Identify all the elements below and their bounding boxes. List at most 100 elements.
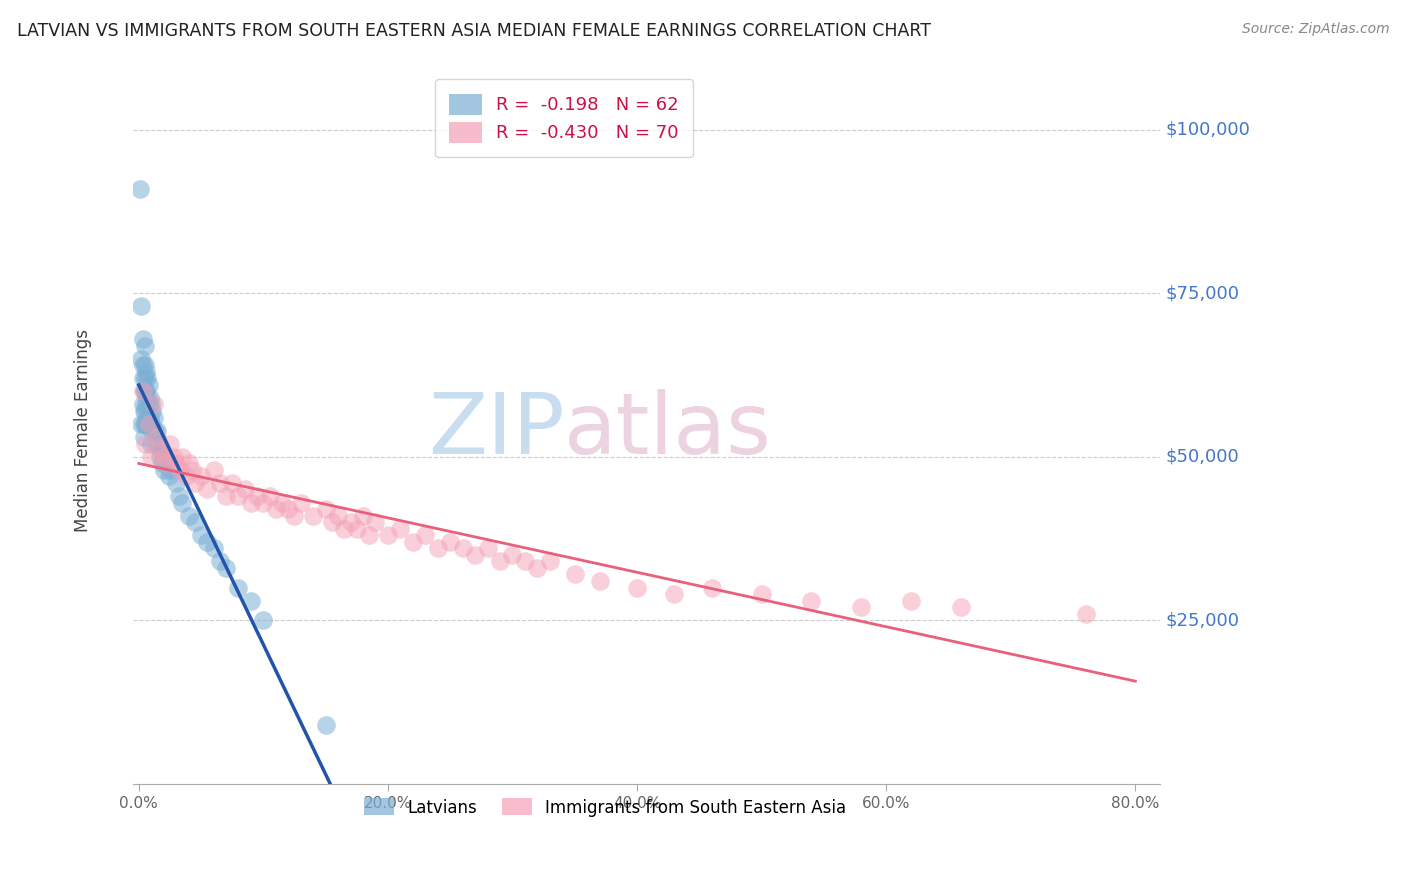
Point	[148, 436, 170, 450]
Point	[141, 397, 163, 411]
Point	[141, 417, 163, 431]
Point	[129, 181, 152, 195]
Point	[949, 600, 972, 615]
Point	[426, 541, 449, 556]
Point	[134, 384, 156, 399]
Point	[333, 522, 356, 536]
Point	[132, 417, 155, 431]
Text: Source: ZipAtlas.com: Source: ZipAtlas.com	[1241, 22, 1389, 37]
Point	[146, 424, 169, 438]
Point	[149, 450, 172, 464]
Point	[131, 358, 153, 372]
Point	[136, 371, 159, 385]
Point	[202, 463, 225, 477]
Point	[135, 365, 157, 379]
Point	[152, 456, 174, 470]
Point	[277, 502, 299, 516]
Point	[589, 574, 612, 588]
Point	[489, 554, 512, 568]
Point	[181, 463, 204, 477]
Point	[346, 522, 368, 536]
Point	[150, 443, 173, 458]
Point	[1074, 607, 1097, 621]
Point	[139, 391, 162, 405]
Point	[134, 404, 156, 418]
Point	[851, 600, 873, 615]
Point	[167, 489, 190, 503]
Point	[246, 489, 269, 503]
Point	[352, 508, 374, 523]
Point	[228, 489, 250, 503]
Point	[252, 495, 274, 509]
Point	[228, 581, 250, 595]
Point	[142, 410, 165, 425]
Point	[165, 456, 187, 470]
Point	[900, 593, 922, 607]
Point	[135, 397, 157, 411]
Point	[208, 475, 231, 490]
Point	[129, 351, 152, 366]
Point	[326, 508, 349, 523]
Point	[501, 548, 523, 562]
Point	[513, 554, 536, 568]
Point	[135, 384, 157, 399]
Point	[364, 515, 387, 529]
Point	[131, 332, 153, 346]
Point	[138, 397, 160, 411]
Text: $75,000: $75,000	[1166, 285, 1239, 302]
Point	[302, 508, 325, 523]
Point	[155, 456, 177, 470]
Point	[177, 456, 200, 470]
Point	[315, 718, 337, 732]
Point	[626, 581, 648, 595]
Point	[477, 541, 499, 556]
Point	[339, 515, 361, 529]
Point	[172, 495, 194, 509]
Point	[195, 534, 218, 549]
Point	[190, 469, 212, 483]
Point	[146, 430, 169, 444]
Point	[290, 495, 312, 509]
Point	[800, 593, 823, 607]
Point	[143, 424, 166, 438]
Point	[134, 436, 156, 450]
Point	[132, 430, 155, 444]
Point	[169, 463, 191, 477]
Point	[538, 554, 561, 568]
Point	[142, 397, 165, 411]
Point	[129, 299, 152, 313]
Point	[184, 475, 207, 490]
Point	[215, 489, 238, 503]
Point	[184, 515, 207, 529]
Point	[132, 404, 155, 418]
Point	[259, 489, 281, 503]
Point	[138, 417, 160, 431]
Point	[239, 593, 262, 607]
Point	[271, 495, 294, 509]
Point	[155, 456, 177, 470]
Point	[700, 581, 723, 595]
Point	[359, 528, 381, 542]
Point	[134, 358, 156, 372]
Text: Median Female Earnings: Median Female Earnings	[75, 329, 93, 533]
Point	[315, 502, 337, 516]
Point	[152, 450, 174, 464]
Point	[150, 443, 173, 458]
Point	[233, 483, 256, 497]
Point	[174, 469, 197, 483]
Point	[526, 561, 548, 575]
Point	[451, 541, 474, 556]
Point	[208, 554, 231, 568]
Point	[134, 338, 156, 352]
Point	[129, 417, 152, 431]
Point	[135, 417, 157, 431]
Point	[202, 541, 225, 556]
Point	[157, 469, 180, 483]
Point	[172, 450, 194, 464]
Text: atlas: atlas	[564, 389, 772, 472]
Point	[221, 475, 243, 490]
Point	[139, 410, 162, 425]
Point	[195, 483, 218, 497]
Point	[165, 475, 187, 490]
Point	[141, 450, 163, 464]
